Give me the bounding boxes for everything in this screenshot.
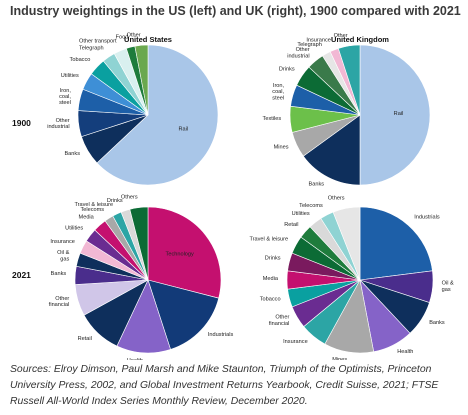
united-states-2021-label-travel-and-leisure: Travel & leisure <box>74 202 113 208</box>
united-kingdom-1900-label-drinks: Drinks <box>279 67 295 73</box>
united-kingdom-2021-label-media: Media <box>263 276 279 282</box>
united-states-2021-label-drinks: Drinks <box>107 198 123 204</box>
united-kingdom-1900-slice-banks <box>302 114 361 186</box>
united-kingdom-2021-label-tobacco: Tobacco <box>260 296 281 302</box>
united-states-2021-label-telecoms: Telecoms <box>80 207 104 213</box>
united-kingdom-1900-slice-rail <box>359 44 431 186</box>
united-kingdom-1900-label-insurance: Insurance <box>306 38 331 44</box>
pie-grid: United States United Kingdom 1900 2021 R… <box>12 32 454 360</box>
united-kingdom-1900-label-rail: Rail <box>394 111 404 117</box>
united-states-2021-slice-industrials <box>147 279 220 350</box>
united-kingdom-1900-label-telegraph: Telegraph <box>297 42 322 48</box>
united-states-2021-label-utilities: Utilities <box>65 226 83 232</box>
united-kingdom-1900-label-mines: Mines <box>274 145 289 151</box>
united-states-2021-label-health: Health <box>127 358 143 360</box>
united-states-2021-slice-others <box>129 206 149 281</box>
united-states-2021-label-technology: Technology <box>166 251 195 257</box>
united-states-1900-slice-other <box>134 44 149 116</box>
united-states-2021-label-retail: Retail <box>78 336 92 342</box>
united-states-1900-label-utilities: Utilities <box>61 73 79 79</box>
united-kingdom-2021-label-industrials: Industrials <box>414 215 440 221</box>
row-label-2021: 2021 <box>12 270 31 280</box>
united-kingdom-1900-label-iron-coal-steel: Iron, coal, steel <box>272 83 284 101</box>
united-states-1900-label-telegraph: Telegraph <box>79 46 104 52</box>
united-kingdom-2021-label-utilities: Utilities <box>292 211 310 217</box>
column-header-us: United States <box>124 35 172 44</box>
pies-layer: Rail Banks Other industrial Iron, coal, steel U… <box>47 32 454 360</box>
source-note: Sources: Elroy Dimson, Paul Marsh and Mi… <box>10 364 439 407</box>
united-kingdom-1900-slice-other <box>337 44 361 116</box>
united-kingdom-1900-label-other-industrial: Other industrial <box>287 47 310 59</box>
united-states-1900-label-tobacco: Tobacco <box>70 57 91 63</box>
united-states-1900-label-rail: Rail <box>178 126 188 132</box>
united-kingdom-2021-label-drinks: Drinks <box>265 256 281 262</box>
united-states-1900-label-banks: Banks <box>64 151 80 157</box>
united-states-2021-label-other-financial: Other financial <box>49 296 70 308</box>
row-label-1900: 1900 <box>12 118 31 128</box>
united-states-1900-slice-rail <box>96 44 219 186</box>
united-states-1900-label-other-industrial: Other industrial <box>47 118 70 130</box>
united-states-2021-slice-technology <box>147 206 222 299</box>
united-kingdom-2021-label-others: Others <box>328 196 345 202</box>
united-kingdom-1900-label-other: Other <box>334 33 348 39</box>
united-kingdom-2021-label-retail: Retail <box>284 222 298 228</box>
united-states-2021-label-insurance: Insurance <box>50 239 75 245</box>
united-states-1900-label-iron-coal-steel: Iron, coal, steel <box>59 88 71 106</box>
united-kingdom-2021-label-oil-and-gas: Oil & gas <box>442 281 454 293</box>
united-states-2021-label-others: Others <box>121 195 138 201</box>
united-kingdom-1900-label-textiles: Textiles <box>263 116 282 122</box>
chart-title: Industry weightings in the US (left) and… <box>10 4 461 18</box>
united-states-2021-label-banks: Banks <box>51 271 67 277</box>
united-kingdom-2021-slice-others <box>332 206 361 281</box>
united-kingdom-2021-label-travel-and-leisure: Travel & leisure <box>249 237 288 243</box>
united-states-2021-label-industrials: Industrials <box>208 332 234 338</box>
united-kingdom-2021-label-mines: Mines <box>332 357 347 360</box>
united-states-1900-label-other-transport: Other transport <box>79 39 117 45</box>
united-kingdom-2021-label-health: Health <box>397 349 413 355</box>
united-states-1900-label-food: Food <box>116 35 129 41</box>
united-kingdom-2021-label-insurance: Insurance <box>283 339 308 345</box>
united-kingdom-2021-label-telecoms: Telecoms <box>299 203 323 209</box>
united-kingdom-2021-label-other-financial: Other financial <box>269 315 290 327</box>
column-header-uk: United Kingdom <box>331 35 389 44</box>
united-states-2021-label-media: Media <box>79 215 95 221</box>
united-kingdom-2021-slice-industrials <box>359 206 433 281</box>
united-states-1900-label-other: Other <box>127 32 141 38</box>
united-states-2021-label-oil-and-gas: Oil & gas <box>57 250 69 262</box>
united-kingdom-2021-label-banks: Banks <box>429 320 445 326</box>
united-kingdom-1900-label-banks: Banks <box>309 181 325 187</box>
